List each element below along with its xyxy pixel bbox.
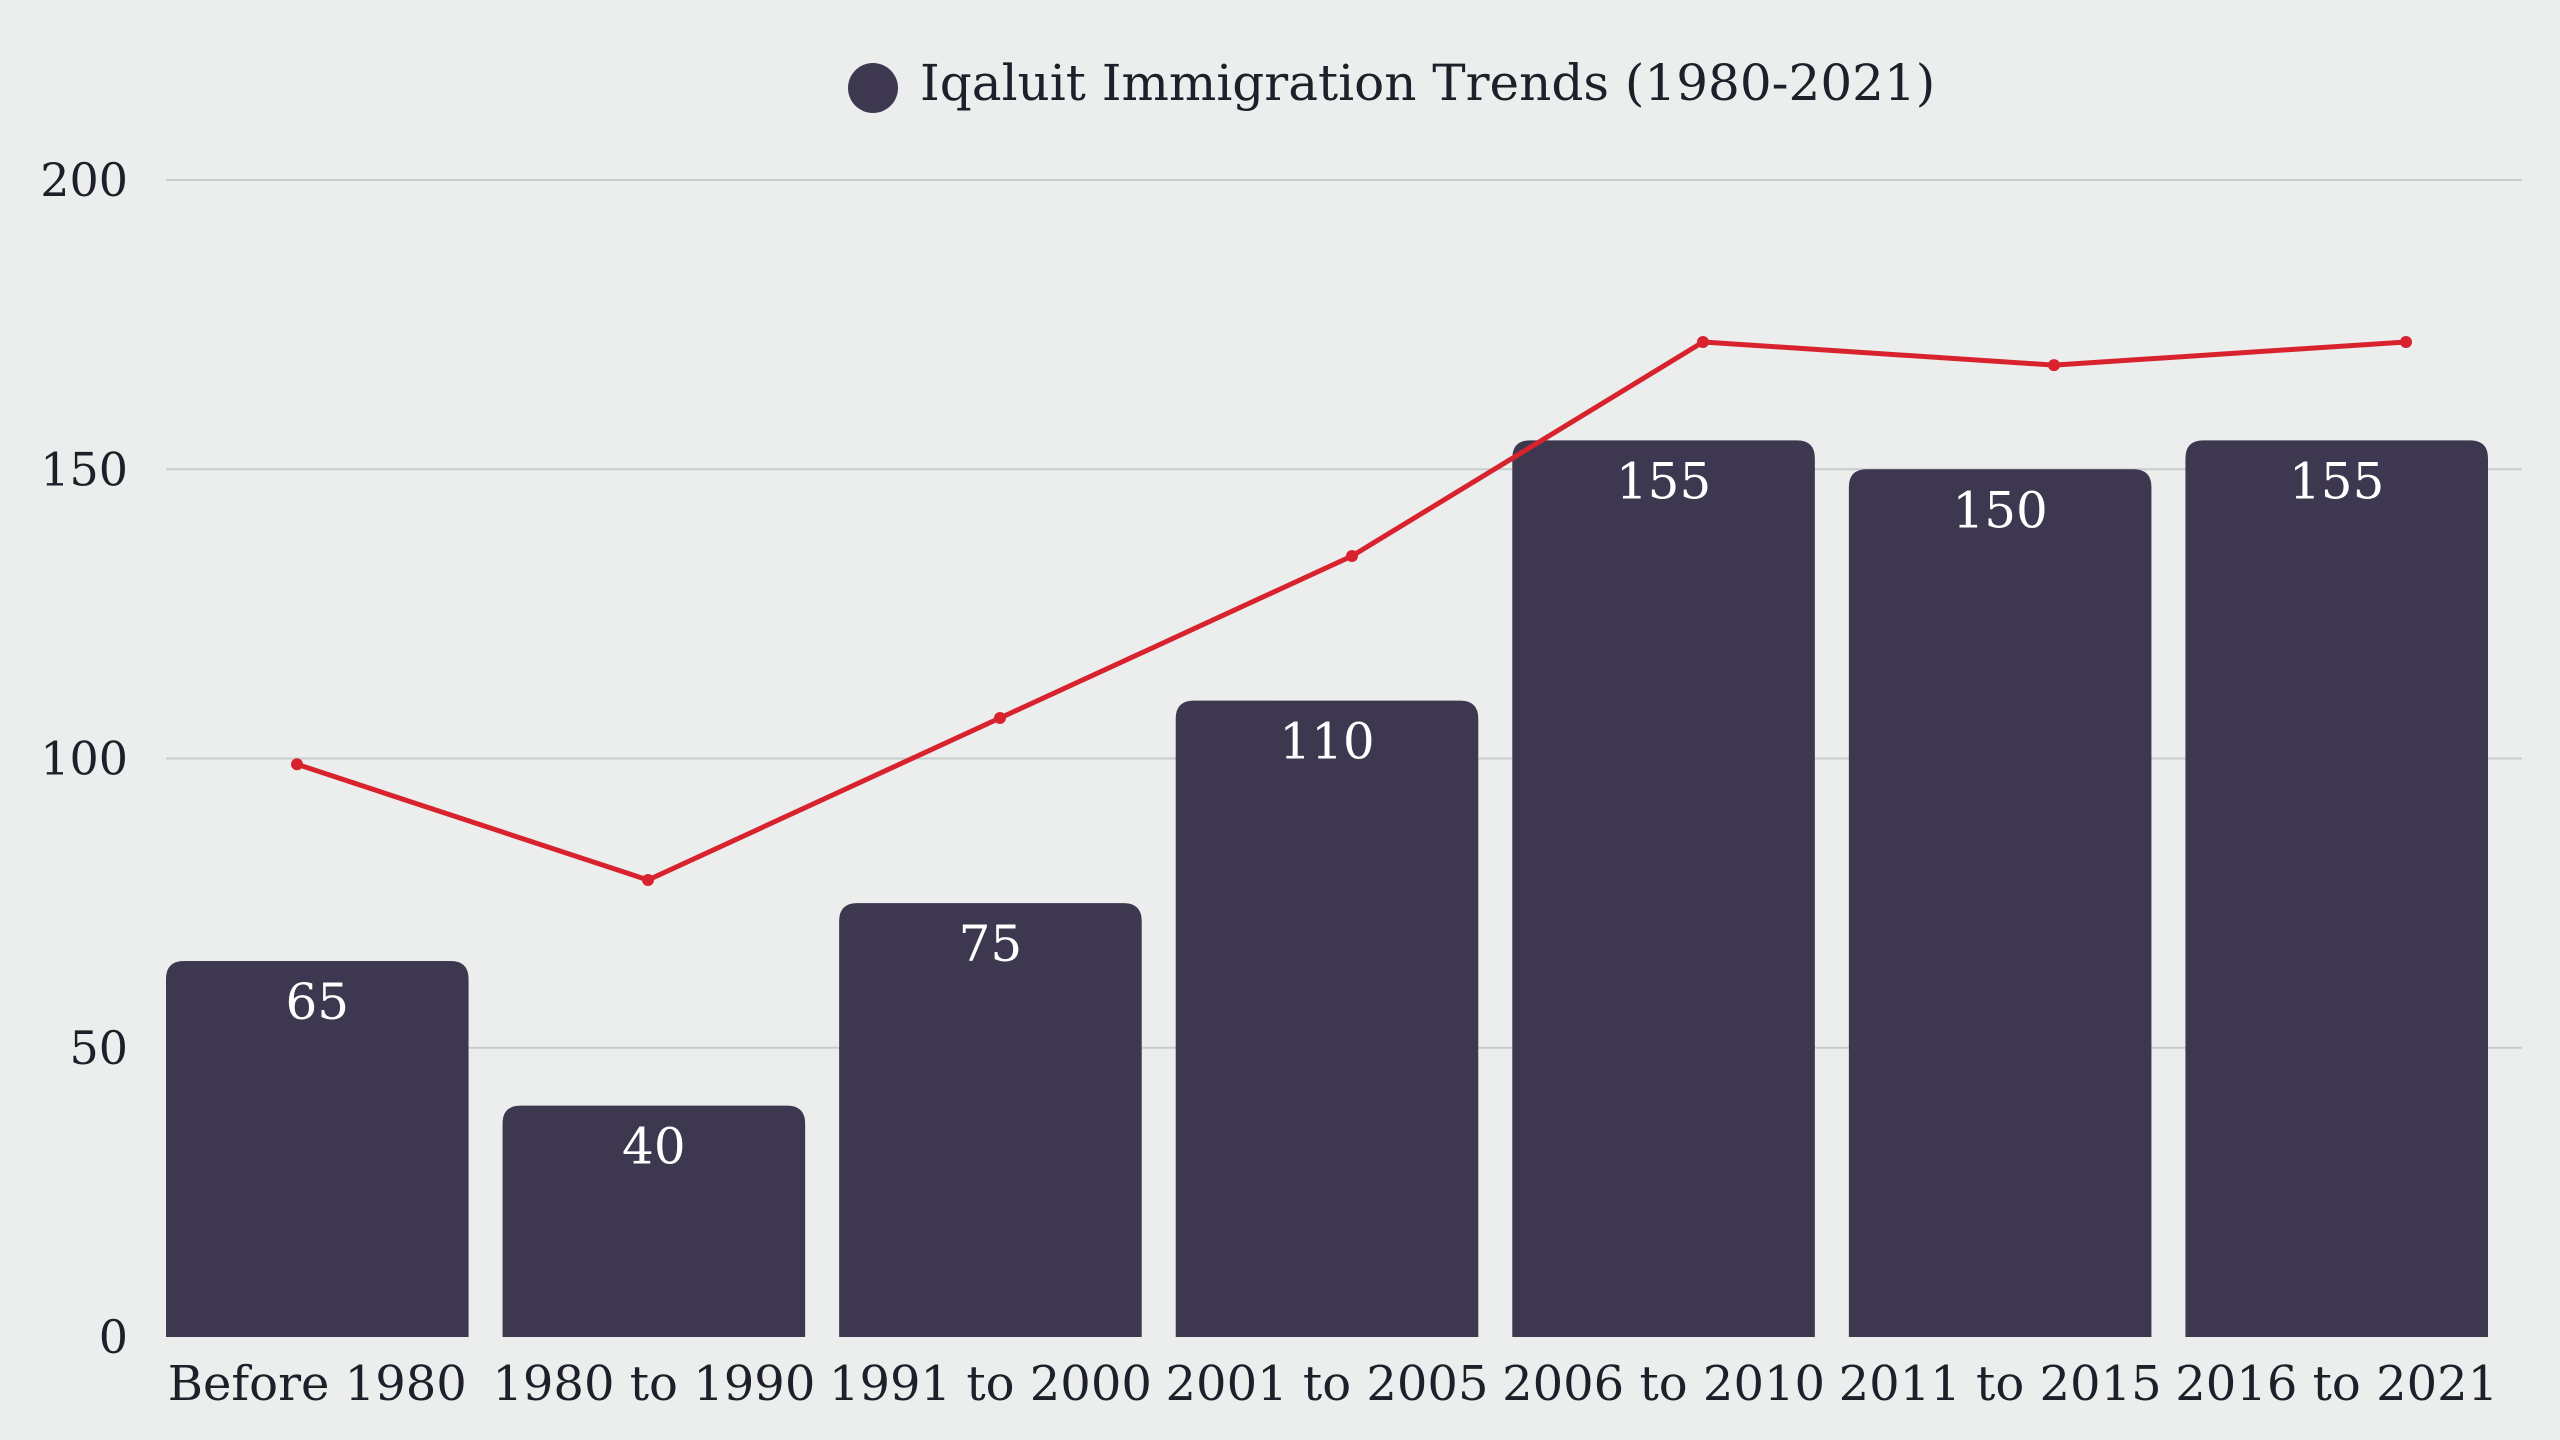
line-point bbox=[1346, 550, 1358, 563]
bar-value-label: 65 bbox=[285, 973, 349, 1031]
legend-label: Iqaluit Immigration Trends (1980-2021) bbox=[920, 54, 1935, 112]
x-tick-label: 1991 to 2000 bbox=[829, 1356, 1152, 1412]
y-tick-label: 200 bbox=[40, 153, 128, 207]
y-axis-ticks: 0 50 100 150 200 bbox=[40, 153, 128, 1364]
bar-value-label: 150 bbox=[1952, 481, 2047, 539]
bar bbox=[166, 960, 469, 1337]
bar-value-label: 110 bbox=[1279, 713, 1374, 771]
x-tick-label: 1980 to 1990 bbox=[492, 1356, 815, 1412]
line-point bbox=[291, 758, 303, 771]
y-tick-label: 150 bbox=[40, 442, 128, 496]
bar-value-label: 75 bbox=[959, 915, 1023, 973]
line-point bbox=[2400, 335, 2412, 348]
bar bbox=[1175, 700, 1479, 1337]
bar-value-label: 155 bbox=[1616, 452, 1711, 510]
line-point bbox=[642, 873, 654, 886]
x-tick-label: Before 1980 bbox=[168, 1356, 467, 1412]
line-series bbox=[291, 335, 2412, 886]
bar-value-label: 40 bbox=[622, 1118, 686, 1176]
bar bbox=[1848, 469, 2152, 1337]
line-point bbox=[1697, 335, 1709, 348]
legend: Iqaluit Immigration Trends (1980-2021) bbox=[848, 54, 1935, 113]
y-tick-label: 50 bbox=[69, 1021, 128, 1075]
x-tick-label: 2006 to 2010 bbox=[1502, 1356, 1825, 1412]
x-tick-label: 2011 to 2015 bbox=[1839, 1356, 2162, 1412]
x-tick-label: 2001 to 2005 bbox=[1165, 1356, 1488, 1412]
bars: 65 40 75 110 155 150 155 bbox=[166, 440, 2488, 1337]
line-point bbox=[994, 712, 1006, 725]
x-axis-ticks: Before 1980 1980 to 1990 1991 to 2000 2001 … bbox=[168, 1356, 2498, 1412]
y-tick-label: 0 bbox=[99, 1310, 128, 1364]
bar-value-label: 155 bbox=[2289, 452, 2384, 510]
bar bbox=[2185, 440, 2488, 1337]
line-point bbox=[2048, 359, 2060, 372]
y-tick-label: 100 bbox=[40, 732, 128, 786]
bar bbox=[502, 1105, 806, 1337]
legend-marker bbox=[848, 63, 898, 113]
bar bbox=[1512, 440, 1815, 1337]
x-tick-label: 2016 to 2021 bbox=[2175, 1356, 2498, 1412]
bar bbox=[839, 903, 1142, 1337]
